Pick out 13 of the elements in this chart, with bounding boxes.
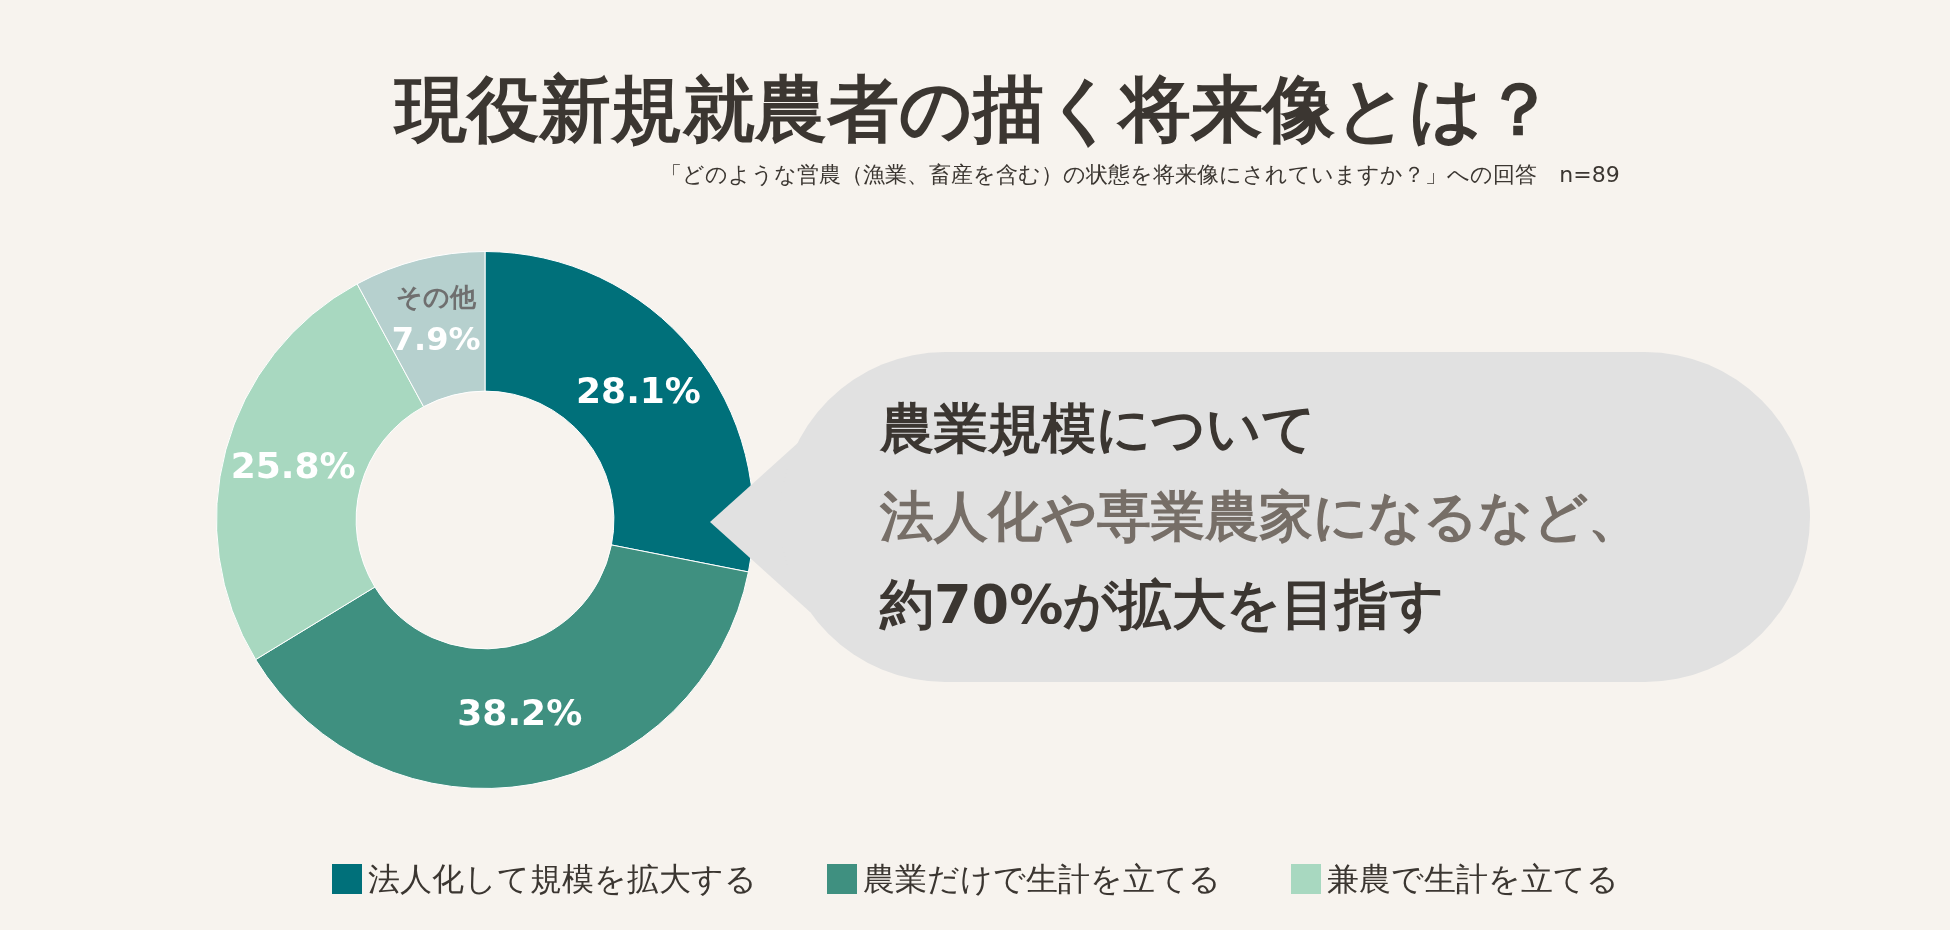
text: 法人化や専業農家になるなど、 — [880, 484, 1642, 550]
text: 農業規模について — [880, 396, 1317, 462]
data-label: 28.1% — [576, 370, 701, 412]
data-label: 38.2% — [457, 691, 583, 733]
data-label: 7.9% — [391, 319, 481, 358]
text: 約70%が拡大を目指す — [880, 572, 1446, 638]
chart-title: 現役新規就農者の描く将来像とは？ — [392, 66, 1556, 153]
data-label: 25.8% — [230, 444, 356, 486]
chart-subtitle: 「どのような営農（漁業、畜産を含む）の状態を将来像にされていますか？」への回答 n=89 — [659, 161, 1621, 189]
slice-label: その他 — [396, 282, 478, 313]
legend-label: 兼農で生計を立てる — [1325, 859, 1619, 900]
legend-label: 農業だけで生計を立てる — [861, 859, 1221, 900]
legend-label: 法人化して規模を拡大する — [366, 859, 757, 900]
